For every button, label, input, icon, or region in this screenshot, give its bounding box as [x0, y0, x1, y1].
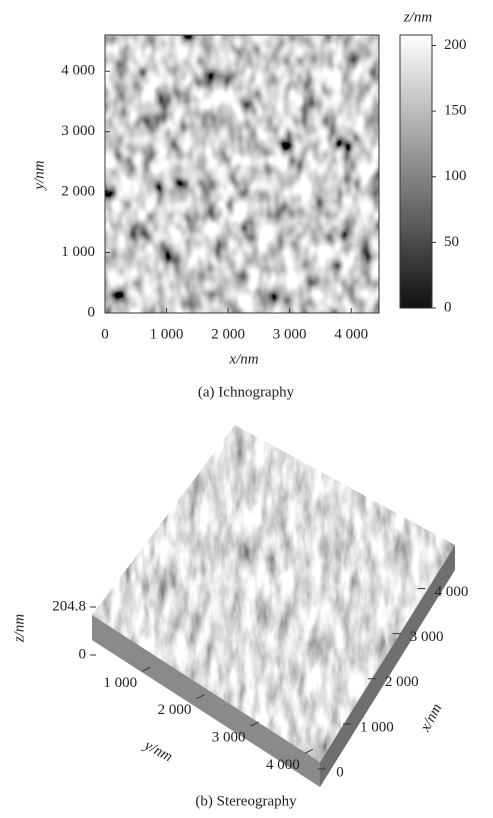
afm-surface	[80, 420, 460, 770]
x-tick-label: 0	[101, 326, 109, 342]
z-tick-label: 204.8	[52, 598, 86, 614]
colorbar-tick-label: 200	[444, 37, 467, 53]
y-axis-label: y/nm	[140, 737, 175, 766]
colorbar-label: z/nm	[403, 9, 433, 25]
colorbar-tick-label: 50	[444, 234, 459, 250]
x-tick-label: 4 000	[435, 584, 469, 600]
colorbar-tick-label: 0	[444, 299, 452, 315]
caption: (b) Stereography	[195, 793, 297, 809]
y-tick-label: 3 000	[212, 729, 246, 745]
y-tick-label: 4 000	[61, 63, 95, 79]
colorbar	[400, 35, 432, 308]
colorbar-tick-label: 100	[444, 168, 467, 184]
y-axis-label: y/nm	[31, 160, 47, 191]
figure: z/nm x/nm y/nm (a) Ichnography z/nm y/nm…	[0, 0, 493, 818]
caption: (a) Ichnography	[198, 384, 295, 400]
y-tick-label: 0	[88, 304, 96, 320]
x-axis-label: x/nm	[228, 351, 258, 367]
x-tick-label: 0	[336, 764, 344, 780]
y-tick-label: 4 000	[266, 757, 300, 773]
x-tick-label: 2 000	[211, 326, 245, 342]
y-tick-label: 2 000	[61, 184, 95, 200]
y-tick-label: 2 000	[158, 702, 192, 718]
y-tick-label: 1 000	[61, 244, 95, 260]
colorbar-tick-label: 150	[444, 103, 467, 119]
x-tick-label: 2 000	[385, 674, 419, 690]
y-tick-label: 1 000	[103, 675, 137, 691]
x-tick-label: 1 000	[150, 326, 184, 342]
z-axis-label: z/nm	[11, 614, 27, 644]
afm-image	[105, 35, 379, 313]
x-tick-label: 3 000	[410, 629, 444, 645]
z-tick-label: 0	[79, 646, 87, 662]
x-tick-label: 3 000	[273, 326, 307, 342]
x-tick-label: 4 000	[334, 326, 368, 342]
x-axis-label: x/nm	[417, 701, 445, 735]
x-tick-label: 1 000	[360, 719, 394, 735]
y-tick-label: 3 000	[61, 123, 95, 139]
